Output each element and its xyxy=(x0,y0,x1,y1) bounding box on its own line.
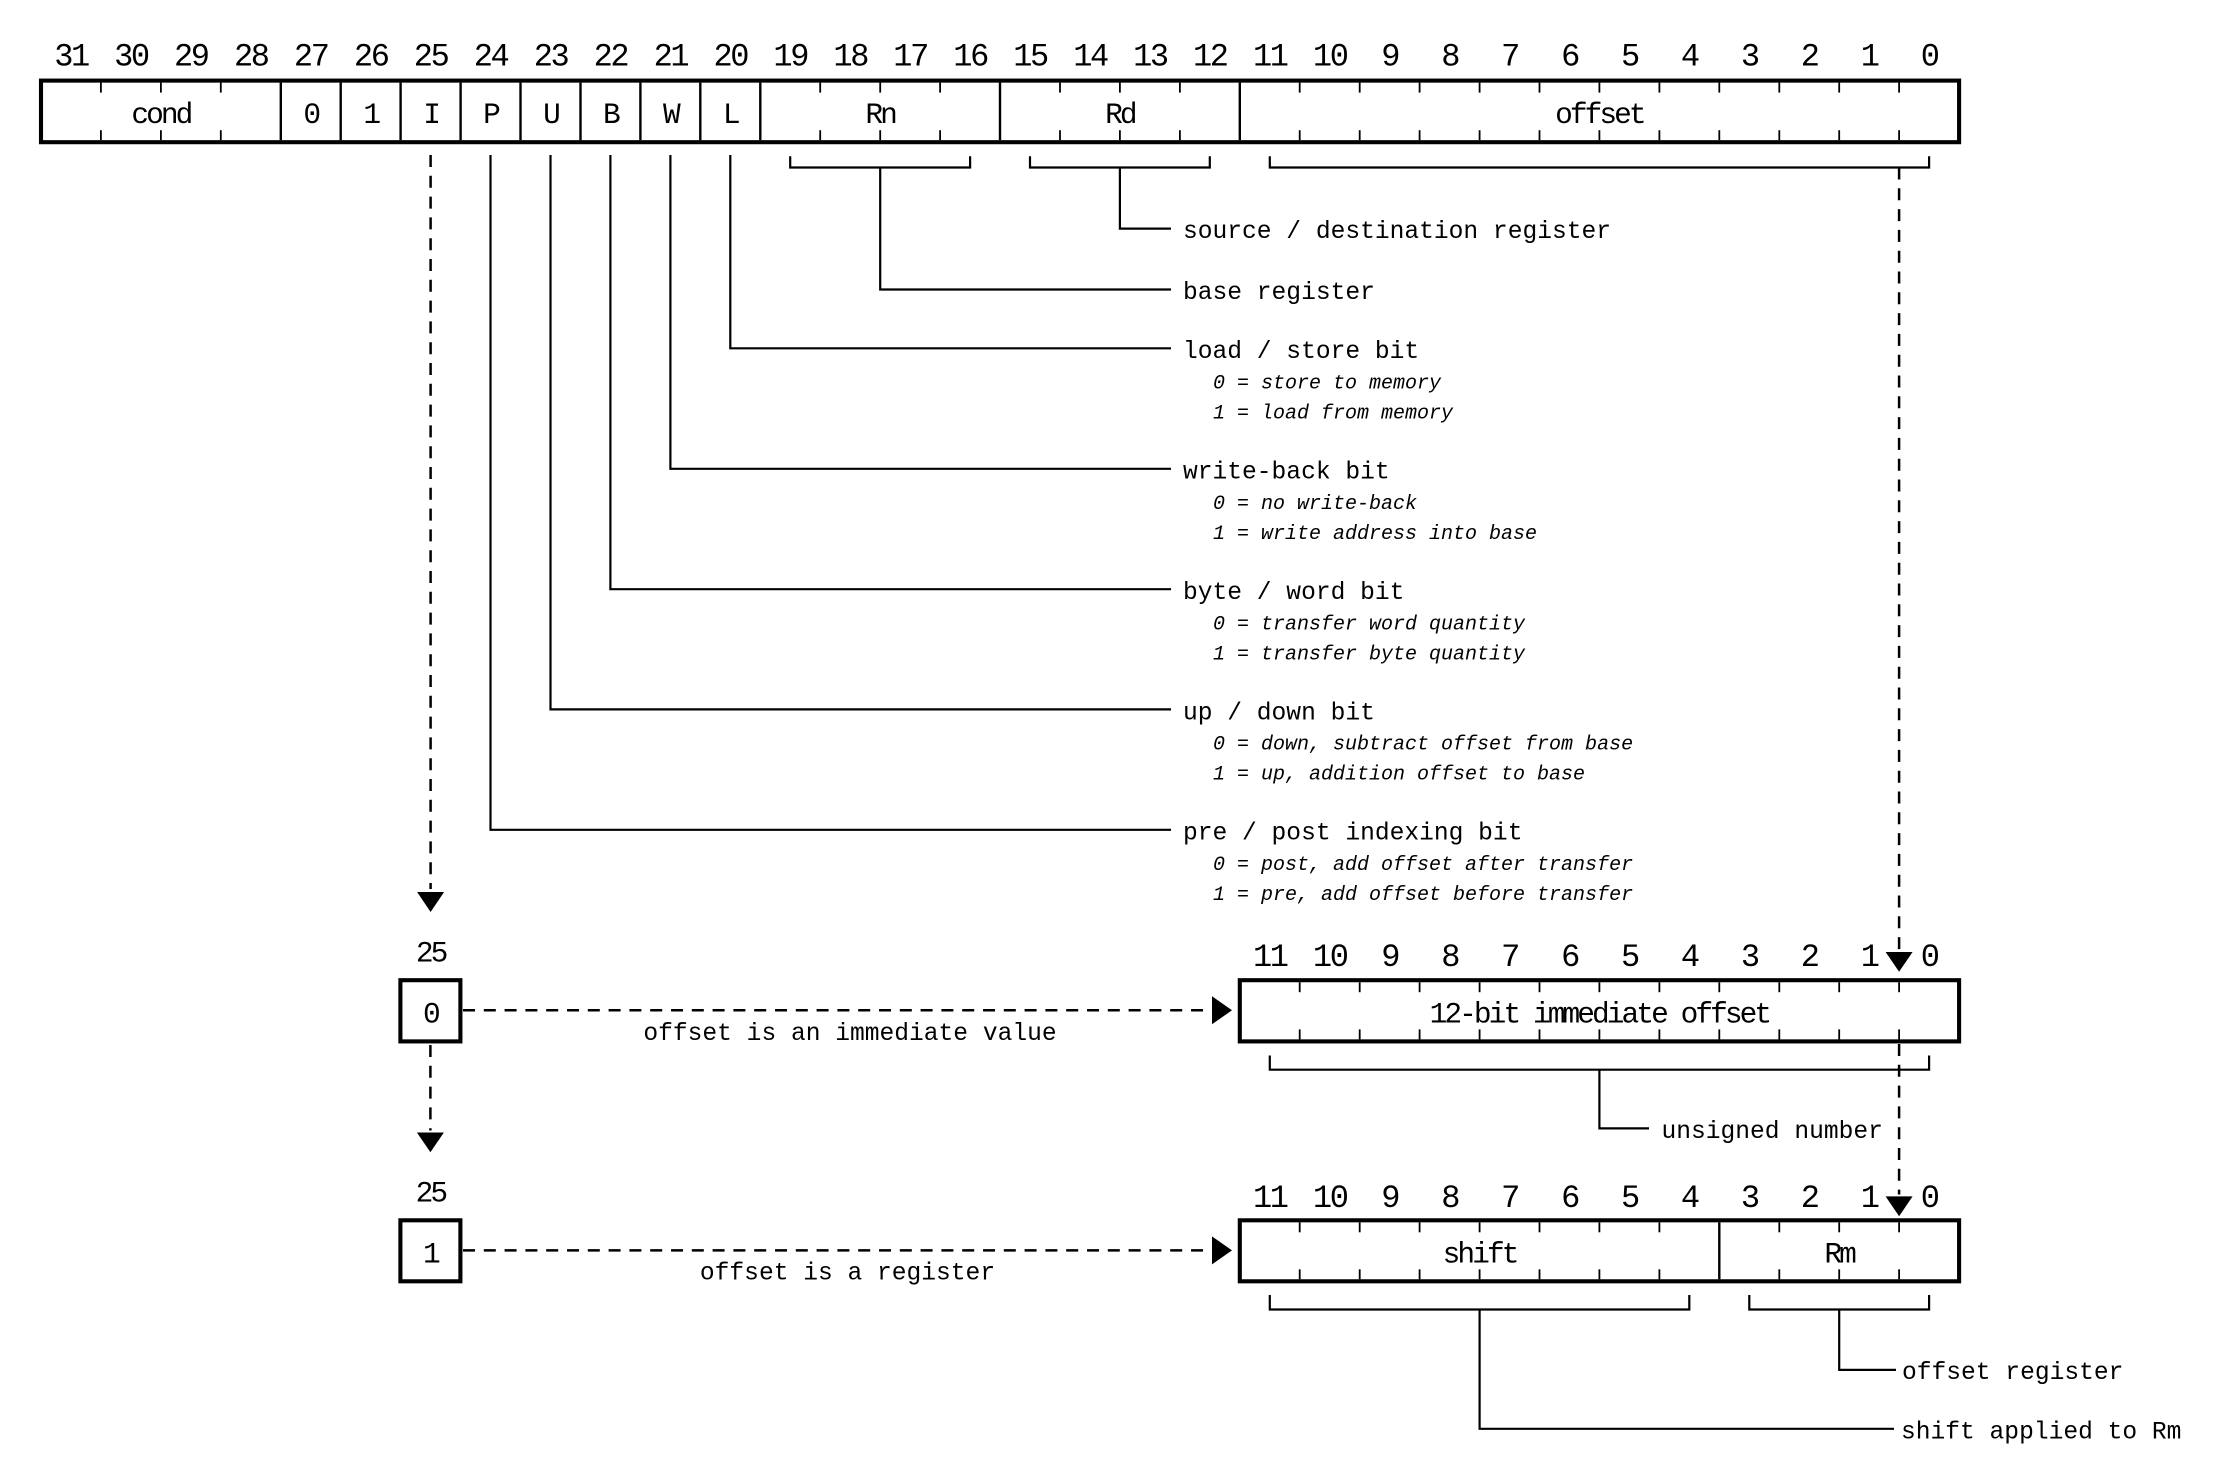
svg-text:source / destination register: source / destination register xyxy=(1183,219,1611,246)
svg-text:5: 5 xyxy=(1621,1180,1639,1217)
svg-text:6: 6 xyxy=(1561,939,1579,976)
svg-text:offset register: offset register xyxy=(1902,1360,2123,1387)
svg-text:0 = no write-back: 0 = no write-back xyxy=(1213,493,1417,516)
svg-text:25: 25 xyxy=(416,1177,447,1211)
svg-text:1: 1 xyxy=(363,98,380,132)
svg-text:23: 23 xyxy=(534,39,569,76)
svg-text:B: B xyxy=(603,98,620,132)
svg-text:3: 3 xyxy=(1741,1180,1759,1217)
svg-text:21: 21 xyxy=(654,39,689,76)
svg-text:2: 2 xyxy=(1801,39,1818,76)
svg-text:1 = write address into base: 1 = write address into base xyxy=(1213,523,1537,546)
svg-text:9: 9 xyxy=(1381,939,1398,976)
svg-text:4: 4 xyxy=(1681,939,1699,976)
svg-text:1 = up, addition offset to bas: 1 = up, addition offset to base xyxy=(1213,764,1585,787)
svg-text:19: 19 xyxy=(773,39,807,76)
svg-text:byte / word bit: byte / word bit xyxy=(1183,580,1404,607)
svg-text:2: 2 xyxy=(1801,939,1818,976)
svg-text:1: 1 xyxy=(1861,939,1879,976)
svg-text:17: 17 xyxy=(893,39,927,76)
svg-text:P: P xyxy=(483,98,500,132)
svg-text:13: 13 xyxy=(1133,39,1168,76)
svg-text:5: 5 xyxy=(1621,939,1639,976)
svg-text:8: 8 xyxy=(1441,939,1459,976)
svg-text:18: 18 xyxy=(833,39,868,76)
svg-text:offset: offset xyxy=(1555,98,1644,132)
svg-text:load / store bit: load / store bit xyxy=(1183,339,1419,366)
svg-text:31: 31 xyxy=(54,39,89,76)
svg-text:11: 11 xyxy=(1253,39,1288,76)
svg-text:6: 6 xyxy=(1561,39,1579,76)
svg-text:L: L xyxy=(723,98,739,132)
svg-text:pre / post indexing bit: pre / post indexing bit xyxy=(1183,821,1522,848)
svg-text:0 = down, subtract offset from: 0 = down, subtract offset from base xyxy=(1213,734,1633,757)
svg-text:2: 2 xyxy=(1801,1180,1818,1217)
svg-text:0 = transfer word quantity: 0 = transfer word quantity xyxy=(1213,614,1526,637)
svg-text:25: 25 xyxy=(416,937,447,971)
svg-text:8: 8 xyxy=(1441,39,1459,76)
svg-text:0: 0 xyxy=(1921,1180,1939,1217)
svg-text:Rn: Rn xyxy=(865,98,896,132)
svg-text:29: 29 xyxy=(174,39,208,76)
svg-text:Rm: Rm xyxy=(1824,1237,1856,1271)
svg-text:7: 7 xyxy=(1501,39,1518,76)
svg-text:12: 12 xyxy=(1193,39,1227,76)
svg-text:3: 3 xyxy=(1741,939,1759,976)
svg-text:W: W xyxy=(663,98,681,132)
svg-text:6: 6 xyxy=(1561,1180,1579,1217)
svg-text:30: 30 xyxy=(114,39,149,76)
svg-text:3: 3 xyxy=(1741,39,1759,76)
svg-text:1: 1 xyxy=(1861,1180,1879,1217)
svg-text:base register: base register xyxy=(1183,280,1375,307)
svg-text:22: 22 xyxy=(594,39,628,76)
svg-text:0 = post, add offset after tra: 0 = post, add offset after transfer xyxy=(1213,854,1633,877)
svg-text:14: 14 xyxy=(1073,39,1108,76)
svg-text:shift applied to Rm: shift applied to Rm xyxy=(1901,1419,2181,1446)
svg-text:10: 10 xyxy=(1313,939,1348,976)
svg-text:7: 7 xyxy=(1501,1180,1518,1217)
svg-text:9: 9 xyxy=(1381,39,1398,76)
svg-text:4: 4 xyxy=(1681,39,1699,76)
svg-text:unsigned number: unsigned number xyxy=(1662,1119,1883,1146)
svg-text:8: 8 xyxy=(1441,1180,1459,1217)
svg-text:U: U xyxy=(543,98,559,132)
svg-text:7: 7 xyxy=(1501,939,1518,976)
svg-text:25: 25 xyxy=(414,39,449,76)
svg-text:cond: cond xyxy=(131,98,191,132)
svg-text:24: 24 xyxy=(474,39,509,76)
svg-text:27: 27 xyxy=(294,39,328,76)
svg-text:1: 1 xyxy=(423,1237,440,1271)
svg-text:16: 16 xyxy=(953,39,988,76)
svg-text:up / down bit: up / down bit xyxy=(1183,700,1375,727)
svg-text:11: 11 xyxy=(1253,1180,1288,1217)
svg-text:1 = pre, add offset before tra: 1 = pre, add offset before transfer xyxy=(1213,884,1633,907)
svg-text:offset is a register: offset is a register xyxy=(700,1261,995,1288)
svg-text:4: 4 xyxy=(1681,1180,1699,1217)
svg-text:28: 28 xyxy=(234,39,269,76)
svg-text:10: 10 xyxy=(1313,39,1348,76)
svg-text:0: 0 xyxy=(303,98,319,132)
svg-text:15: 15 xyxy=(1013,39,1048,76)
svg-text:1 = load from memory: 1 = load from memory xyxy=(1213,402,1454,425)
svg-text:0: 0 xyxy=(1921,939,1939,976)
svg-text:shift: shift xyxy=(1443,1237,1517,1271)
svg-text:0: 0 xyxy=(423,997,439,1031)
svg-text:12-bit immediate offset: 12-bit immediate offset xyxy=(1430,997,1770,1031)
svg-text:0: 0 xyxy=(1921,39,1939,76)
svg-text:1: 1 xyxy=(1861,39,1879,76)
svg-text:20: 20 xyxy=(713,39,748,76)
svg-text:9: 9 xyxy=(1381,1180,1398,1217)
svg-text:11: 11 xyxy=(1253,939,1288,976)
svg-text:26: 26 xyxy=(354,39,389,76)
svg-text:1 = transfer byte quantity: 1 = transfer byte quantity xyxy=(1213,643,1526,666)
svg-text:5: 5 xyxy=(1621,39,1639,76)
svg-text:10: 10 xyxy=(1313,1180,1348,1217)
svg-text:Rd: Rd xyxy=(1105,98,1136,132)
svg-text:write-back bit: write-back bit xyxy=(1183,460,1390,487)
svg-text:offset is an immediate value: offset is an immediate value xyxy=(643,1021,1056,1048)
svg-text:I: I xyxy=(423,98,438,132)
svg-text:0 = store to memory: 0 = store to memory xyxy=(1213,373,1442,396)
